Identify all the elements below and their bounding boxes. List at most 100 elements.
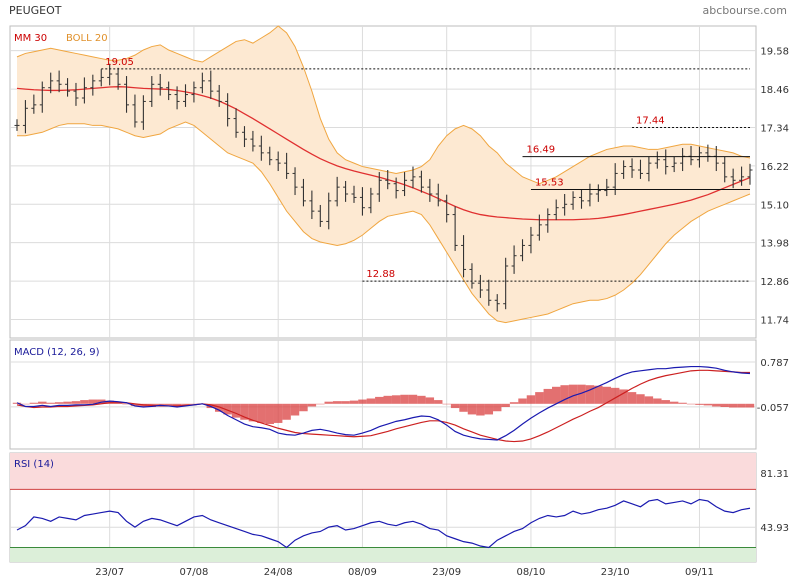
legend-mm30: MM 30 [14,33,47,44]
macd-hist-bar [189,403,199,405]
macd-hist-bar [678,402,687,404]
macd-hist-bar [459,403,468,412]
bollinger-lower-line [17,121,751,324]
y-tick-label: 16.22 [760,162,789,173]
macd-hist-bar [391,395,401,404]
price-bars [14,63,753,312]
y-tick-label: 43.93 [760,523,789,534]
indicator-lines [16,25,751,549]
macd-hist-bar [375,396,384,404]
price-panel [9,25,757,339]
macd-hist-bar [172,403,182,406]
macd-hist-bar [223,403,232,415]
macd-line [16,365,751,441]
macd-hist-bar [400,394,409,404]
y-tick-label: 0.787 [760,358,789,369]
macd-hist-bar [29,402,39,404]
macd-hist-bar [442,403,451,405]
legend-boll20: BOLL 20 [66,33,108,44]
price-annotations: 19.05 17.44 16.49 15.53 12.88 [101,57,750,282]
rsi-overbought-zone [10,453,756,490]
y-tick-label: 19.58 [760,47,789,58]
macd-hist-bar [80,400,89,404]
macd-hist-bar [408,394,418,404]
macd-hist-bar [417,395,426,404]
macd-hist-bar [358,399,367,404]
macd-hist-bar [71,401,81,404]
macd-hist-bar [181,403,190,405]
y-tick-label: 12.86 [760,277,789,288]
x-tick-label: 08/09 [348,567,377,578]
macd-title: MACD (12, 26, 9) [14,347,100,358]
macd-hist-bar [425,397,435,404]
x-tick-label: 09/11 [685,567,714,578]
macd-hist-bar [214,403,224,412]
rsi-oversold-zone [10,547,756,562]
macd-hist-bar [627,392,637,404]
bollinger-band [17,26,750,323]
annotation-label: 16.49 [527,145,556,156]
macd-hist-bar [518,398,527,404]
annotation-label: 19.05 [105,57,134,68]
macd-hist-bar [594,385,603,404]
x-tick-label: 23/10 [601,567,630,578]
macd-panel [9,339,757,450]
macd-hist-bar [712,403,721,407]
y-tick-label: 17.34 [760,123,789,134]
y-tick-label: 11.74 [760,315,789,326]
macd-hist-bar [324,401,333,404]
macd-hist-bar [46,402,55,404]
symbol-title: PEUGEOT [9,4,62,17]
macd-hist-bar [644,396,654,404]
axis-ticks: 23/07 07/08 24/08 08/09 23/09 08/10 23/10 09/11… [95,47,789,578]
macd-hist-bar [164,403,173,406]
macd-histogram [12,384,755,425]
annotation-label: 15.53 [535,178,564,189]
macd-hist-bar [720,403,729,407]
macd-hist-bar [737,403,746,408]
macd-hist-bar [686,403,696,405]
macd-hist-bar [54,402,64,404]
rsi-title: RSI (14) [14,459,54,470]
x-tick-label: 23/07 [95,567,124,578]
annotation-label: 17.44 [636,115,665,126]
macd-hist-bar [349,400,359,404]
macd-hist-bar [434,400,443,404]
y-tick-label: 81.31 [760,469,789,480]
macd-hist-bar [341,401,350,404]
macd-hist-bar [63,401,72,404]
macd-hist-bar [577,384,586,404]
macd-hist-bar [493,403,502,412]
macd-hist-bar [273,403,283,423]
macd-hist-bar [21,403,30,405]
macd-hist-bar [240,403,249,420]
macd-hist-bar [130,403,140,406]
macd-hist-bar [636,394,645,404]
macd-hist-bar [467,403,477,415]
macd-hist-bar [248,403,258,422]
macd-signal-line [16,369,750,443]
macd-hist-bar [745,403,755,408]
macd-hist-bar [38,401,47,404]
macd-hist-bar [669,401,679,404]
macd-hist-bar [543,388,553,404]
macd-hist-bar [552,386,561,404]
macd-hist-bar [122,403,131,405]
mm30-line [16,86,751,221]
macd-hist-bar [568,384,578,404]
macd-hist-bar [585,385,595,404]
x-tick-label: 24/08 [264,567,293,578]
macd-hist-bar [526,395,536,404]
macd-hist-bar [560,385,569,404]
macd-hist-bar [316,403,325,405]
macd-hist-bar [299,403,308,412]
x-tick-label: 23/09 [432,567,461,578]
bollinger-fill [17,26,750,323]
macd-hist-bar [695,403,704,405]
macd-hist-bar [602,386,611,404]
rsi-line [16,498,751,549]
macd-hist-bar [231,403,241,418]
macd-hist-bar [257,403,266,423]
macd-hist-bar [265,403,274,425]
